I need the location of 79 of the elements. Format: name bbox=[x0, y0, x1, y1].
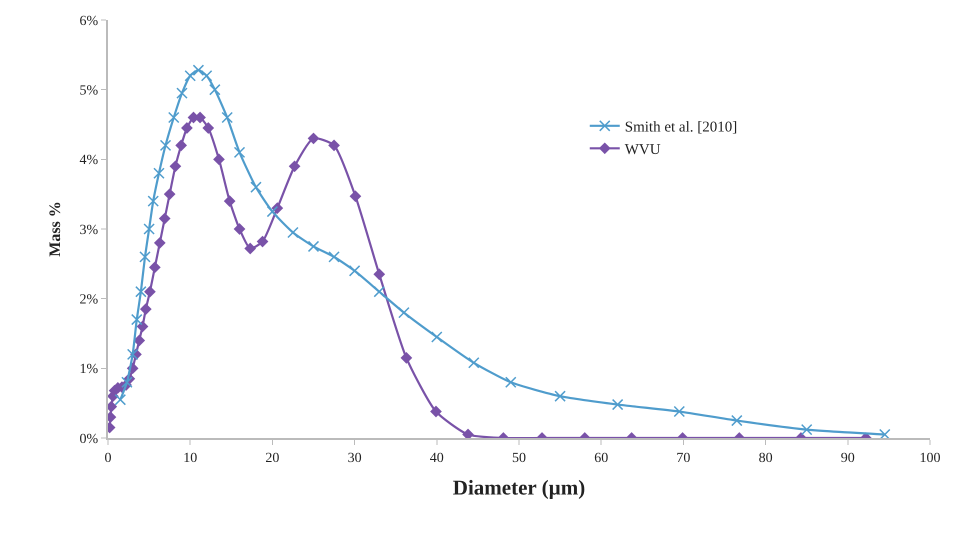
x-tick-label: 100 bbox=[920, 450, 940, 466]
point bbox=[234, 223, 246, 235]
point bbox=[308, 132, 320, 144]
point bbox=[731, 414, 743, 426]
point bbox=[612, 398, 624, 410]
point bbox=[266, 206, 278, 218]
y-tick-label: 0% bbox=[80, 432, 99, 447]
point bbox=[879, 428, 891, 438]
y-tick-label: 1% bbox=[80, 362, 99, 378]
point bbox=[131, 314, 143, 326]
y-tick-label: 6% bbox=[80, 14, 99, 29]
y-tick-label: 3% bbox=[80, 222, 99, 238]
point bbox=[140, 303, 152, 315]
point bbox=[250, 181, 262, 193]
legend-label: WVU bbox=[624, 142, 661, 158]
point bbox=[374, 286, 386, 298]
point bbox=[328, 140, 340, 152]
point bbox=[153, 168, 165, 180]
x-tick-label: 0 bbox=[104, 450, 112, 466]
x-tick-label: 10 bbox=[183, 450, 198, 466]
point bbox=[168, 112, 180, 124]
y-axis-title: Mass % bbox=[46, 201, 64, 257]
point bbox=[136, 320, 148, 332]
point bbox=[202, 122, 214, 134]
point bbox=[121, 376, 133, 388]
x-tick-label: 70 bbox=[676, 450, 690, 466]
point bbox=[184, 70, 196, 82]
y-tick-label: 4% bbox=[80, 153, 99, 168]
point bbox=[234, 146, 246, 158]
point bbox=[181, 122, 193, 134]
x-tick-label: 60 bbox=[594, 450, 608, 466]
point bbox=[554, 390, 566, 402]
point bbox=[431, 331, 443, 343]
point bbox=[176, 87, 188, 99]
point bbox=[328, 251, 340, 263]
point bbox=[373, 268, 386, 280]
y-tick-label: 5% bbox=[80, 84, 99, 99]
point bbox=[398, 306, 410, 318]
point bbox=[139, 251, 151, 263]
point bbox=[674, 406, 686, 418]
point bbox=[800, 424, 812, 436]
point bbox=[192, 64, 204, 76]
point bbox=[308, 240, 320, 252]
x-tick-label: 40 bbox=[430, 450, 444, 466]
point bbox=[244, 242, 256, 254]
y-tick-label: 2% bbox=[80, 292, 99, 308]
point bbox=[468, 357, 480, 369]
point bbox=[213, 153, 225, 166]
x-tick-label: 20 bbox=[265, 450, 280, 466]
point bbox=[144, 286, 156, 298]
point bbox=[126, 348, 138, 360]
point bbox=[350, 190, 362, 202]
point bbox=[135, 286, 147, 298]
point bbox=[160, 140, 172, 152]
point bbox=[400, 352, 412, 364]
point bbox=[143, 223, 155, 235]
point bbox=[200, 70, 212, 82]
x-tick-label: 80 bbox=[758, 450, 773, 466]
point bbox=[348, 265, 360, 277]
point bbox=[175, 140, 188, 152]
point bbox=[505, 376, 517, 388]
point bbox=[221, 112, 233, 124]
x-tick-label: 30 bbox=[348, 450, 362, 466]
legend-label: Smith et al. [2010] bbox=[624, 120, 738, 136]
point bbox=[149, 261, 161, 274]
x-tick-label: 50 bbox=[512, 450, 526, 466]
point bbox=[164, 188, 176, 200]
point bbox=[147, 195, 159, 207]
point bbox=[158, 212, 171, 224]
point bbox=[209, 84, 221, 96]
point bbox=[256, 236, 268, 248]
point bbox=[154, 237, 166, 249]
x-axis-title: Diameter (µm) bbox=[452, 476, 586, 500]
point bbox=[170, 160, 182, 172]
point bbox=[430, 406, 442, 418]
point bbox=[224, 195, 236, 207]
point bbox=[288, 160, 300, 172]
x-tick-label: 90 bbox=[840, 450, 855, 466]
point bbox=[114, 394, 126, 406]
